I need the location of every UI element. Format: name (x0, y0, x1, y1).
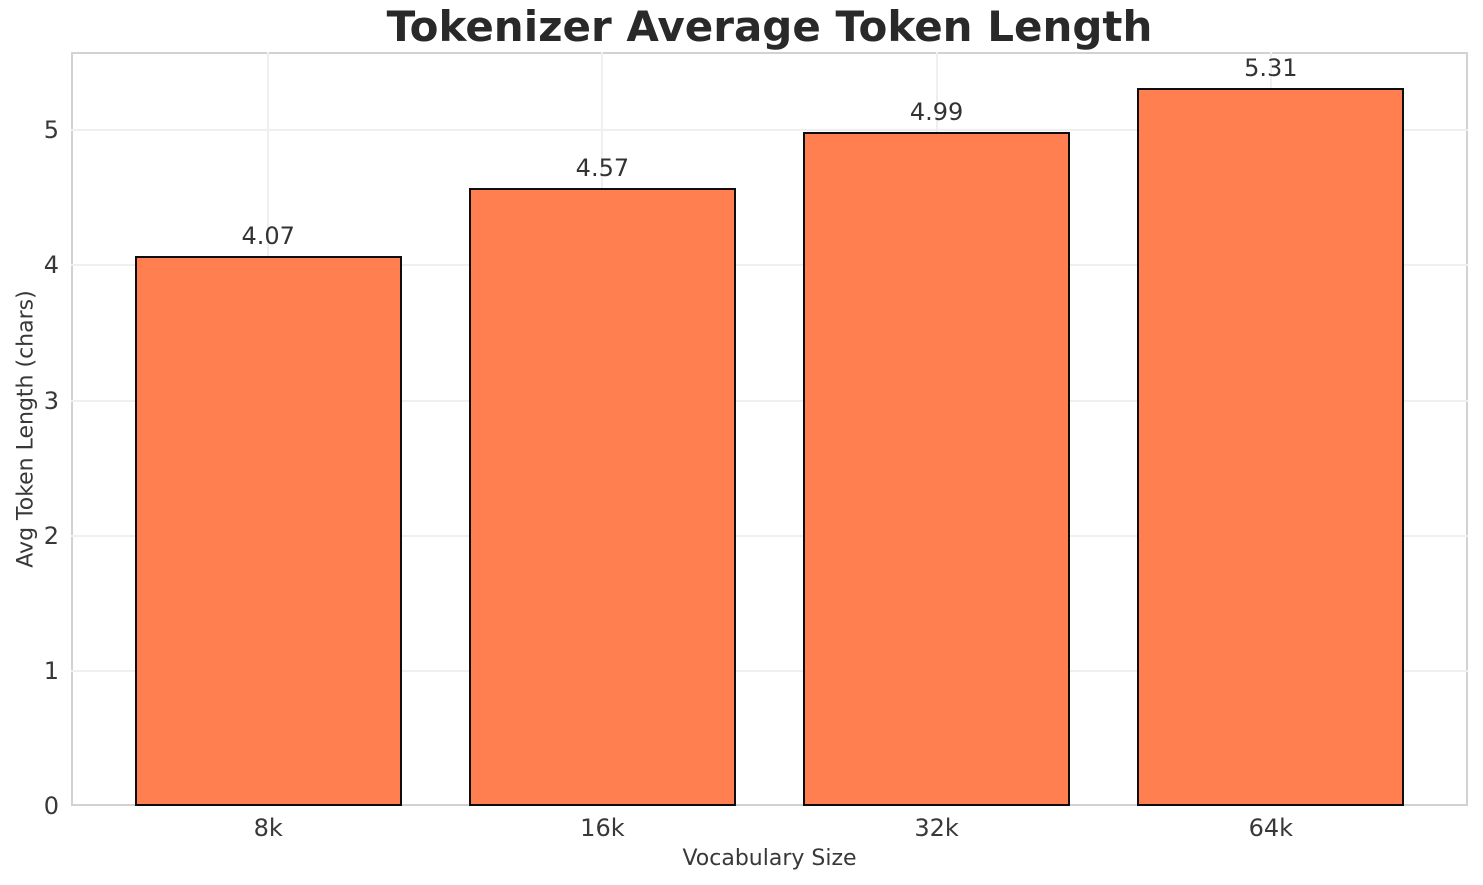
y-tick-label: 4 (43, 251, 59, 280)
y-axis-label: Avg Token Length (chars) (13, 290, 39, 568)
bar-value-label: 5.31 (1244, 54, 1298, 83)
h-gridline (71, 399, 1468, 402)
y-tick-label: 3 (43, 386, 59, 415)
h-gridline (71, 534, 1468, 537)
h-gridline (71, 264, 1468, 267)
bar (802, 131, 1071, 806)
x-tick-label: 16k (580, 814, 625, 842)
x-tick-label: 8k (253, 814, 283, 842)
x-tick-label: 32k (914, 814, 959, 842)
h-gridline (71, 129, 1468, 132)
y-tick-label: 0 (43, 792, 59, 820)
y-tick-label: 1 (43, 656, 59, 685)
bar (134, 256, 402, 806)
h-gridline (71, 669, 1468, 672)
bar-value-label: 4.07 (241, 222, 295, 251)
bar (1137, 88, 1405, 806)
y-tick-label: 2 (43, 521, 59, 550)
chart-title: Tokenizer Average Token Length (386, 2, 1153, 51)
bar (468, 188, 737, 806)
x-axis-label: Vocabulary Size (682, 846, 857, 871)
y-tick-label: 5 (43, 116, 59, 145)
bar-value-label: 4.57 (575, 154, 630, 183)
bar-value-label: 4.99 (909, 97, 964, 126)
x-tick-label: 64k (1248, 814, 1294, 842)
